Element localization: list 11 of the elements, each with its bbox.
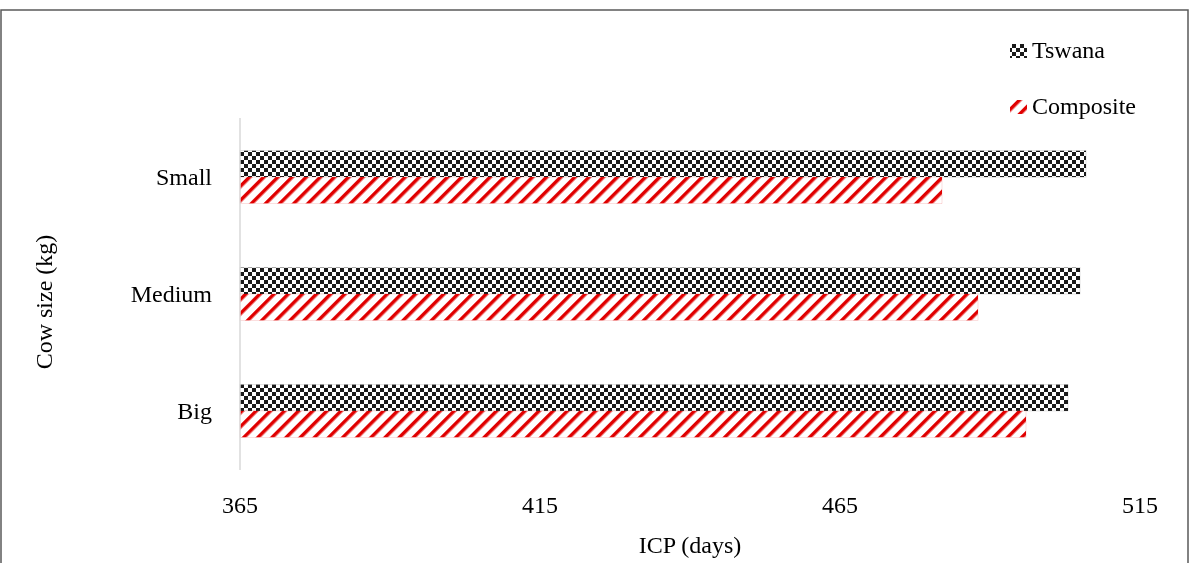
legend-label: Tswana bbox=[1032, 37, 1106, 63]
legend-label: Composite bbox=[1032, 93, 1137, 119]
y-tick-label: Big bbox=[177, 397, 212, 424]
x-tick-label: 415 bbox=[522, 492, 558, 518]
x-tick-label: 515 bbox=[1122, 492, 1158, 518]
y-tick-label: Medium bbox=[130, 281, 213, 307]
x-axis-title: ICP (days) bbox=[638, 532, 742, 558]
y-tick-label: Small bbox=[155, 164, 213, 191]
x-tick-label: 365 bbox=[222, 492, 258, 518]
y-axis-title: Cow size (kg) bbox=[31, 234, 57, 370]
x-tick-label: 465 bbox=[822, 492, 858, 518]
